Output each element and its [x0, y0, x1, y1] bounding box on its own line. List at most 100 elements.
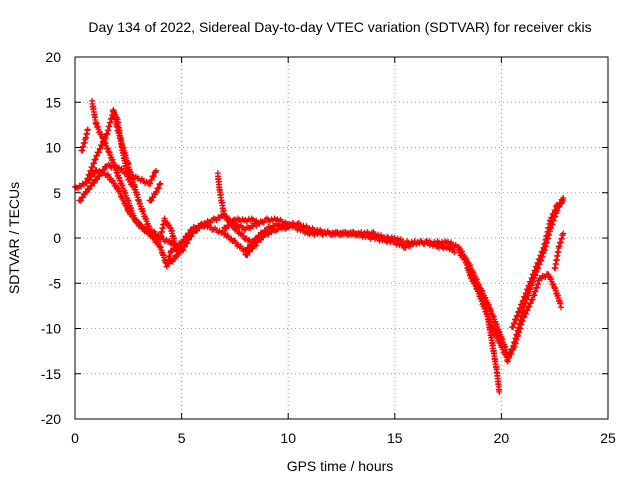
- data-point-marker: [83, 189, 90, 196]
- data-point-marker: [244, 252, 251, 259]
- y-tick-label: -20: [41, 411, 61, 427]
- data-point-marker: [84, 126, 91, 133]
- data-point-marker: [181, 243, 188, 250]
- y-tick-label: 10: [45, 140, 61, 156]
- data-point-marker: [148, 176, 155, 183]
- data-point-marker: [150, 173, 157, 180]
- data-point-marker: [450, 246, 457, 253]
- data-point-marker: [504, 358, 511, 365]
- data-point-marker: [230, 237, 237, 244]
- x-tick-label: 0: [71, 430, 79, 446]
- y-tick-label: 0: [53, 230, 61, 246]
- data-point-marker: [251, 242, 258, 249]
- data-point-marker: [547, 218, 554, 225]
- data-point-marker: [166, 221, 173, 228]
- data-point-marker: [130, 182, 137, 189]
- data-point-marker: [98, 131, 105, 138]
- data-point-marker: [550, 281, 557, 288]
- data-point-marker: [508, 351, 515, 358]
- data-point-marker: [497, 339, 504, 346]
- data-point-marker: [171, 255, 178, 262]
- y-axis-label: SDTVAR / TECUs: [6, 182, 22, 294]
- data-point-marker: [548, 275, 555, 282]
- data-point-marker: [153, 188, 160, 195]
- data-point-marker: [184, 233, 191, 240]
- data-point-marker: [181, 236, 188, 243]
- data-point-marker: [180, 247, 187, 254]
- data-point-marker: [249, 245, 256, 252]
- series-track-k: [242, 220, 458, 259]
- data-point-marker: [131, 186, 138, 193]
- series-track-n: [509, 198, 567, 331]
- data-point-marker: [179, 239, 186, 246]
- data-point-marker: [156, 181, 163, 188]
- data-point-marker: [103, 131, 110, 138]
- data-point-marker: [153, 167, 160, 174]
- series-track-j: [221, 215, 260, 232]
- marks-layer: [72, 97, 567, 395]
- data-point-marker: [86, 186, 93, 193]
- x-tick-label: 15: [387, 430, 403, 446]
- series-track-g: [146, 180, 164, 204]
- data-point-marker: [88, 183, 95, 190]
- data-point-marker: [150, 194, 157, 201]
- data-point-marker: [129, 183, 136, 190]
- data-point-marker: [526, 303, 533, 310]
- data-point-marker: [529, 296, 536, 303]
- data-point-marker: [102, 140, 109, 147]
- grid-layer: [75, 57, 608, 419]
- data-point-marker: [110, 106, 117, 113]
- y-tick-label: 5: [53, 185, 61, 201]
- x-tick-label: 10: [280, 430, 296, 446]
- y-tick-label: -5: [49, 275, 62, 291]
- data-point-marker: [161, 215, 168, 222]
- data-point-marker: [126, 176, 133, 183]
- data-point-marker: [548, 214, 555, 221]
- series-track-f: [110, 106, 138, 193]
- x-tick-label: 5: [178, 430, 186, 446]
- data-point-marker: [550, 210, 557, 217]
- data-point-marker: [157, 180, 164, 187]
- data-point-marker: [451, 249, 458, 256]
- ticks-layer: 0 5 10 15 20 25 -20 -15 -10 -5 0 5 10 15 20: [41, 49, 616, 446]
- data-point-marker: [186, 230, 193, 237]
- data-point-marker: [558, 304, 565, 311]
- data-point-marker: [496, 388, 503, 395]
- chart-title: Day 134 of 2022, Sidereal Day-to-day VTE…: [88, 19, 591, 35]
- data-point-marker: [148, 197, 155, 204]
- x-tick-label: 20: [494, 430, 510, 446]
- data-point-marker: [97, 145, 104, 152]
- data-point-marker: [490, 325, 497, 332]
- data-point-marker: [455, 247, 462, 254]
- data-point-marker: [78, 197, 85, 204]
- data-point-marker: [246, 248, 253, 255]
- data-point-marker: [147, 180, 154, 187]
- data-point-marker: [560, 198, 567, 205]
- data-point-marker: [95, 149, 102, 156]
- y-tick-label: 20: [45, 49, 61, 65]
- data-point-marker: [506, 354, 513, 361]
- y-tick-label: 15: [45, 94, 61, 110]
- x-axis-label: GPS time / hours: [287, 458, 394, 474]
- y-tick-label: -10: [41, 321, 61, 337]
- data-point-marker: [493, 332, 500, 339]
- data-point-marker: [93, 152, 100, 159]
- data-point-marker: [499, 343, 506, 350]
- data-point-marker: [94, 176, 101, 183]
- data-point-marker: [96, 173, 103, 180]
- x-tick-label: 25: [600, 430, 616, 446]
- data-point-marker: [94, 123, 101, 130]
- data-point-marker: [155, 185, 162, 192]
- data-point-marker: [253, 217, 260, 224]
- series-track-o: [551, 230, 567, 272]
- data-point-marker: [552, 207, 559, 214]
- series-track-a: [76, 161, 160, 204]
- data-point-marker: [560, 230, 567, 237]
- data-point-marker: [460, 253, 467, 260]
- data-point-marker: [523, 310, 530, 317]
- data-point-marker: [104, 145, 111, 152]
- data-point-marker: [91, 180, 98, 187]
- data-point-marker: [79, 194, 86, 201]
